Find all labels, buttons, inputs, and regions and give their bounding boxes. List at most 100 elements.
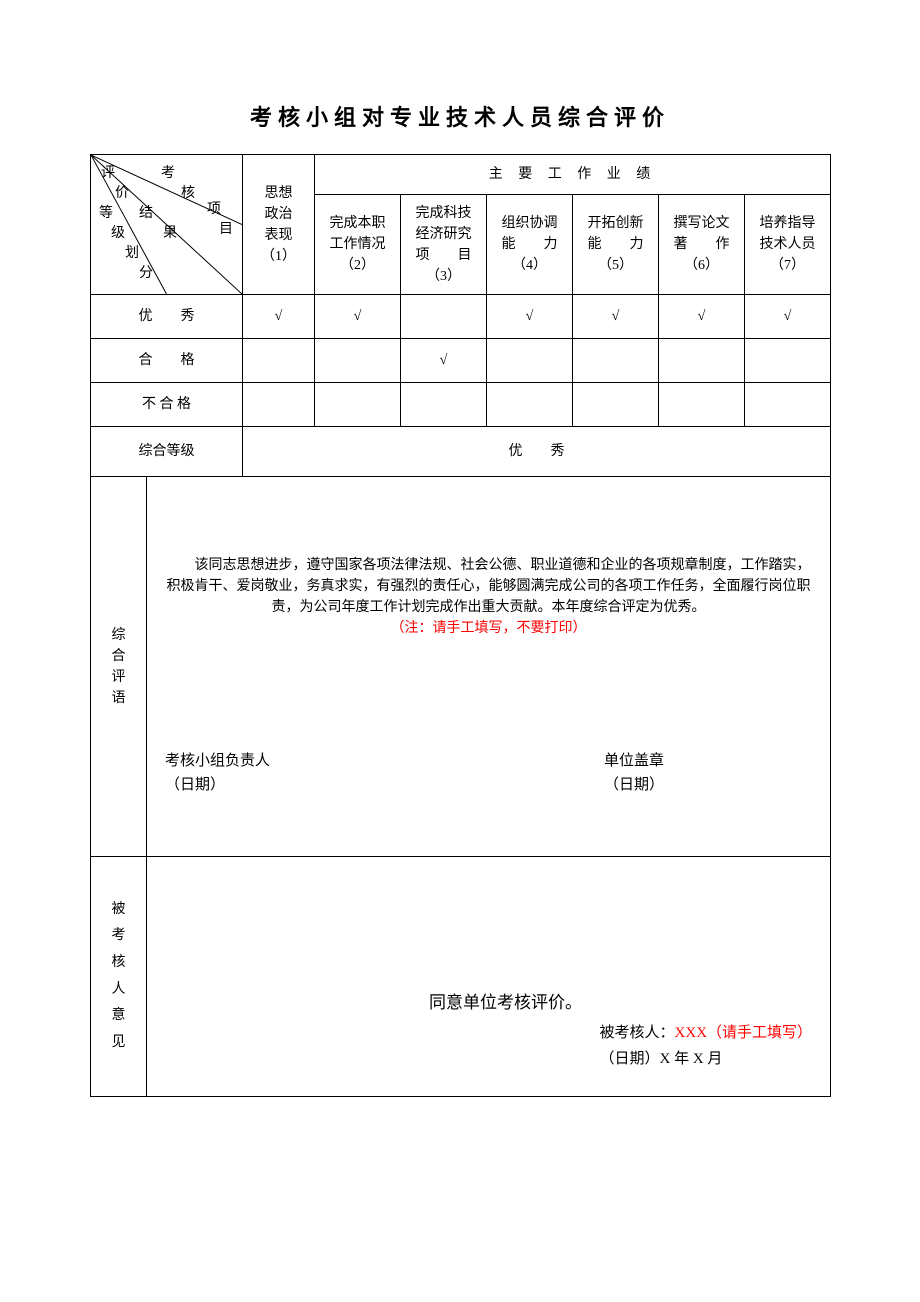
grade-label: 合 格	[91, 339, 243, 383]
grade-mark	[659, 383, 745, 427]
header-line: 著 作	[674, 237, 730, 252]
col-sub-header: 完成科技 经济研究 项 目 （3）	[401, 195, 487, 295]
grade-mark	[243, 383, 315, 427]
grade-mark: √	[243, 295, 315, 339]
diag-label: 级	[111, 223, 125, 244]
header-line: 开拓创新	[588, 216, 644, 231]
diag-label: 划	[125, 243, 139, 264]
comment-vlabel: 综 合 评 语	[91, 477, 147, 857]
header-line: （1）	[261, 249, 296, 264]
header-line: （2）	[340, 258, 375, 273]
evaluation-table: 评 价 等 级 划 分 考 核 结 果 项 目 思想 政治 表现 （1） 主 要…	[90, 154, 831, 1097]
grade-mark	[315, 383, 401, 427]
grade-mark	[659, 339, 745, 383]
opinion-body: 同意单位考核评价。	[165, 990, 812, 1016]
sig-line: （日期）	[165, 777, 225, 793]
grade-mark	[745, 383, 831, 427]
col-sub-header: 开拓创新 能 力 （5）	[573, 195, 659, 295]
grade-mark: √	[745, 295, 831, 339]
vlabel-char: 合	[112, 649, 126, 664]
diagonal-header-cell: 评 价 等 级 划 分 考 核 结 果 项 目	[91, 155, 243, 295]
grade-mark	[487, 383, 573, 427]
diag-label: 价	[115, 183, 129, 204]
vlabel-char: 综	[112, 628, 126, 643]
header-line: 完成科技	[416, 206, 472, 221]
opinion-signature: 被考核人：XXX（请手工填写） （日期）X 年 X 月	[600, 1021, 813, 1072]
header-line: 表现	[265, 228, 293, 243]
vlabel-char: 见	[112, 1035, 126, 1050]
comment-note: （注：请手工填写，不要打印）	[165, 618, 812, 639]
grade-row-pass: 合 格 √	[91, 339, 831, 383]
header-line: 能 力	[502, 237, 558, 252]
grade-mark	[487, 339, 573, 383]
vlabel-char: 语	[112, 691, 126, 706]
diag-label: 考	[161, 163, 175, 184]
sig-line: （日期）X 年 X 月	[600, 1051, 723, 1067]
grade-mark: √	[659, 295, 745, 339]
page-title: 考核小组对专业技术人员综合评价	[90, 100, 830, 132]
diag-label: 目	[219, 219, 233, 240]
opinion-vlabel: 被 考 核 人 意 见	[91, 857, 147, 1097]
sig-line: 被考核人：	[600, 1025, 675, 1041]
header-line: （5）	[598, 258, 633, 273]
header-line: 培养指导	[760, 216, 816, 231]
signature-row: 考核小组负责人 （日期） 单位盖章 （日期）	[165, 749, 812, 797]
header-line: 技术人员	[760, 237, 816, 252]
comment-row: 综 合 评 语 该同志思想进步，遵守国家各项法律法规、社会公德、职业道德和企业的…	[91, 477, 831, 857]
header-line: 完成本职	[330, 216, 386, 231]
header-line: 工作情况	[330, 237, 386, 252]
overall-label: 综合等级	[91, 427, 243, 477]
diag-label: 核	[181, 183, 195, 204]
grade-mark	[745, 339, 831, 383]
grade-mark	[315, 339, 401, 383]
diag-label: 项	[207, 199, 221, 220]
comment-cell: 该同志思想进步，遵守国家各项法律法规、社会公德、职业道德和企业的各项规章制度，工…	[147, 477, 831, 857]
comment-body: 该同志思想进步，遵守国家各项法律法规、社会公德、职业道德和企业的各项规章制度，工…	[165, 555, 812, 618]
grade-label: 不 合 格	[91, 383, 243, 427]
opinion-row: 被 考 核 人 意 见 同意单位考核评价。 被考核人：XXX（请手工填写） （日…	[91, 857, 831, 1097]
col-sub-header: 撰写论文 著 作 （6）	[659, 195, 745, 295]
grade-mark: √	[487, 295, 573, 339]
overall-value: 优 秀	[243, 427, 831, 477]
vlabel-char: 人	[112, 982, 126, 997]
grade-row-excellent: 优 秀 √ √ √ √ √ √	[91, 295, 831, 339]
header-line: （3）	[426, 269, 461, 284]
diag-label: 果	[163, 223, 177, 244]
grade-mark	[573, 339, 659, 383]
grade-mark: √	[401, 339, 487, 383]
col-header-group: 主 要 工 作 业 绩	[315, 155, 831, 195]
signature-stamp: 单位盖章 （日期）	[486, 749, 782, 797]
sig-line-red: XXX（请手工填写）	[675, 1025, 813, 1041]
vlabel-char: 核	[112, 955, 126, 970]
sig-line: （日期）	[604, 777, 664, 793]
diag-label: 评	[101, 163, 115, 184]
diag-label: 等	[99, 203, 113, 224]
grade-mark	[401, 383, 487, 427]
header-line: （6）	[684, 258, 719, 273]
col-sub-header: 组织协调 能 力 （4）	[487, 195, 573, 295]
sig-line: 单位盖章	[604, 753, 664, 769]
overall-row: 综合等级 优 秀	[91, 427, 831, 477]
header-line: 组织协调	[502, 216, 558, 231]
header-line: 项 目	[416, 248, 472, 263]
sig-line: 考核小组负责人	[165, 753, 270, 769]
col-header-ideology: 思想 政治 表现 （1）	[243, 155, 315, 295]
grade-label: 优 秀	[91, 295, 243, 339]
signature-leader: 考核小组负责人 （日期）	[165, 749, 461, 797]
header-line: 政治	[265, 207, 293, 222]
grade-mark	[573, 383, 659, 427]
grade-row-fail: 不 合 格	[91, 383, 831, 427]
header-line: 能 力	[588, 237, 644, 252]
header-line: 思想	[265, 186, 293, 201]
grade-mark: √	[573, 295, 659, 339]
grade-mark: √	[315, 295, 401, 339]
table-row: 评 价 等 级 划 分 考 核 结 果 项 目 思想 政治 表现 （1） 主 要…	[91, 155, 831, 195]
header-line: （7）	[770, 258, 805, 273]
col-sub-header: 完成本职 工作情况 （2）	[315, 195, 401, 295]
vlabel-char: 意	[112, 1008, 126, 1023]
opinion-cell: 同意单位考核评价。 被考核人：XXX（请手工填写） （日期）X 年 X 月	[147, 857, 831, 1097]
col-sub-header: 培养指导 技术人员 （7）	[745, 195, 831, 295]
header-line: 经济研究	[416, 227, 472, 242]
diag-label: 结	[139, 203, 153, 224]
page: 考核小组对专业技术人员综合评价 评 价 等	[0, 0, 920, 1177]
